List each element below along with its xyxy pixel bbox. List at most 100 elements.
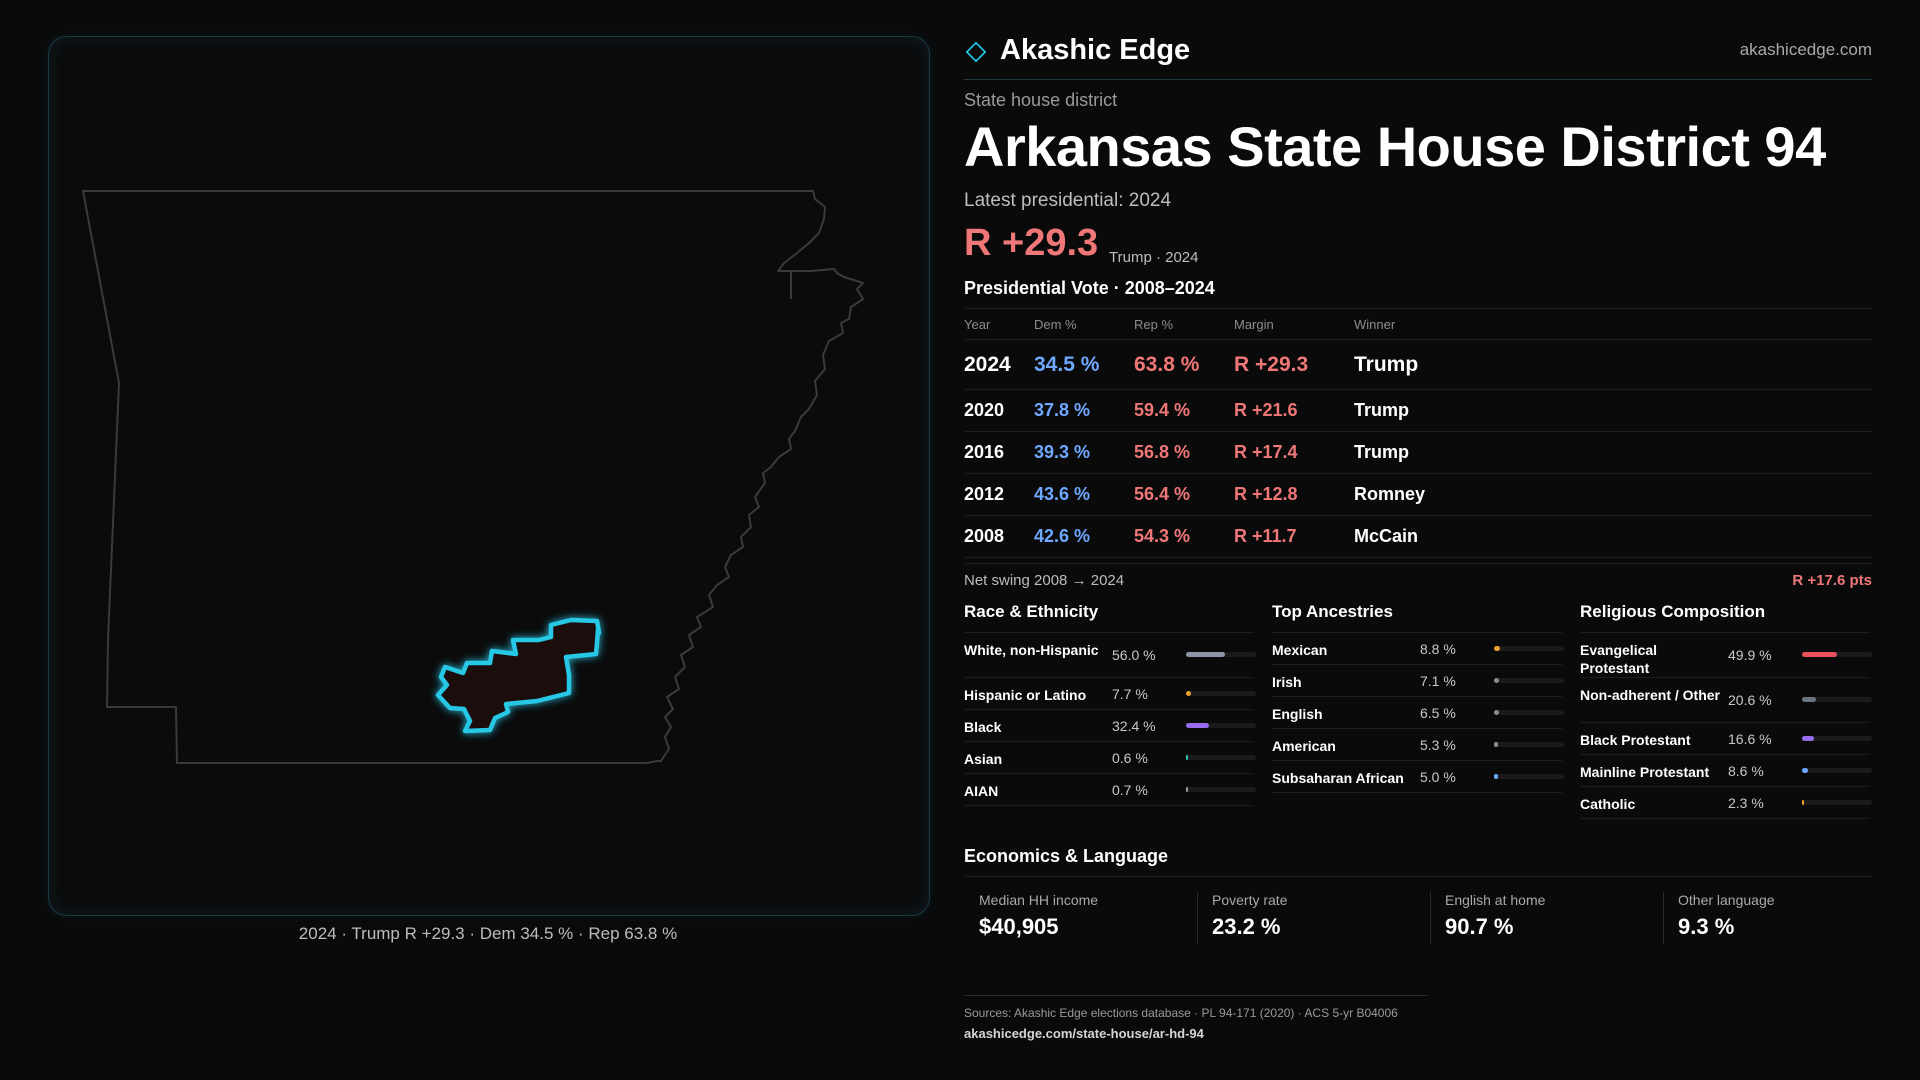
- item-bar: [1494, 678, 1564, 683]
- item-bar: [1802, 697, 1872, 702]
- item-label: Black: [964, 719, 1002, 735]
- row-year: 2008: [964, 515, 1034, 558]
- row-rep-pct: 59.4 %: [1134, 389, 1234, 432]
- row-winner: Trump: [1354, 339, 1872, 390]
- latest-margin-subtitle: Trump · 2024: [1109, 249, 1199, 266]
- item-bar-fill: [1802, 800, 1805, 805]
- item-label: Irish: [1272, 674, 1302, 690]
- ancestries-title: Top Ancestries: [1272, 602, 1562, 633]
- econ-stat-label: Poverty rate: [1212, 892, 1288, 908]
- item-bar: [1186, 723, 1256, 728]
- table-row: 2012 43.6 % 56.4 % R +12.8 Romney: [964, 473, 1872, 516]
- item-label: Subsaharan African: [1272, 770, 1404, 786]
- item-bar: [1186, 755, 1256, 760]
- table-row: 2024 34.5 % 63.8 % R +29.3 Trump: [964, 339, 1872, 390]
- latest-margin: R +29.3: [964, 222, 1099, 264]
- item-bar-fill: [1186, 787, 1189, 792]
- item-pct: 0.7 %: [1112, 782, 1148, 798]
- map-panel[interactable]: [48, 36, 930, 916]
- net-swing-label: Net swing 2008 → 2024: [964, 572, 1125, 589]
- row-margin: R +29.3: [1234, 339, 1354, 390]
- row-margin: R +11.7: [1234, 515, 1354, 558]
- item-label: Black Protestant: [1580, 732, 1691, 748]
- econ-stat-value: 90.7 %: [1445, 914, 1514, 939]
- item-label: English: [1272, 706, 1323, 722]
- row-margin: R +17.4: [1234, 431, 1354, 474]
- race-ethnicity-title: Race & Ethnicity: [964, 602, 1254, 633]
- district-94-outline[interactable]: [435, 617, 602, 734]
- item-pct: 56.0 %: [1112, 647, 1156, 663]
- econ-stat-label: Median HH income: [979, 892, 1099, 908]
- row-year: 2024: [964, 339, 1034, 390]
- econ-stat: Poverty rate 23.2 %: [1197, 892, 1407, 944]
- item-bar: [1802, 800, 1872, 805]
- sources-text: Sources: Akashic Edge elections database…: [964, 1006, 1398, 1020]
- econ-stat: Other language 9.3 %: [1663, 892, 1873, 944]
- row-dem-pct: 34.5 %: [1034, 339, 1134, 390]
- page-url-link[interactable]: akashicedge.com/state-house/ar-hd-94: [964, 1026, 1204, 1041]
- religion-section: Religious Composition Evangelical Protes…: [1580, 602, 1872, 819]
- list-item: White, non-Hispanic 56.0 %: [964, 633, 1256, 678]
- footer-divider: [964, 995, 1428, 996]
- row-dem-pct: 39.3 %: [1034, 431, 1134, 474]
- item-bar: [1494, 710, 1564, 715]
- item-label: American: [1272, 738, 1336, 754]
- row-margin: R +21.6: [1234, 389, 1354, 432]
- row-dem-pct: 42.6 %: [1034, 515, 1134, 558]
- item-label: Asian: [964, 751, 1003, 767]
- item-bar: [1802, 652, 1872, 657]
- row-rep-pct: 56.8 %: [1134, 431, 1234, 474]
- item-bar: [1494, 742, 1564, 747]
- item-bar-fill: [1186, 652, 1226, 657]
- brand-divider: [964, 79, 1872, 80]
- item-pct: 2.3 %: [1728, 795, 1764, 811]
- list-item: Mainline Protestant 8.6 %: [1580, 755, 1872, 787]
- item-label: White, non-Hispanic: [964, 642, 1099, 658]
- item-pct: 8.6 %: [1728, 763, 1764, 779]
- column-header-dem: Dem %: [1034, 308, 1134, 340]
- presidential-vote-table: Year Dem % Rep % Margin Winner 2024 34.5…: [964, 308, 1872, 558]
- item-pct: 32.4 %: [1112, 718, 1156, 734]
- item-pct: 8.8 %: [1420, 641, 1456, 657]
- item-bar-fill: [1494, 678, 1499, 683]
- row-dem-pct: 43.6 %: [1034, 473, 1134, 516]
- list-item: Non-adherent / Other 20.6 %: [1580, 678, 1872, 723]
- item-pct: 5.0 %: [1420, 769, 1456, 785]
- net-swing-value: R +17.6 pts: [1792, 572, 1872, 589]
- table-row: 2008 42.6 % 54.3 % R +11.7 McCain: [964, 515, 1872, 558]
- row-rep-pct: 56.4 %: [1134, 473, 1234, 516]
- list-item: Irish 7.1 %: [1272, 665, 1564, 697]
- item-bar-fill: [1494, 742, 1498, 747]
- econ-stat: English at home 90.7 %: [1430, 892, 1640, 944]
- item-bar-fill: [1802, 768, 1809, 773]
- swing-divider: [964, 563, 1872, 564]
- item-bar: [1802, 736, 1872, 741]
- item-bar: [1186, 691, 1256, 696]
- item-bar-fill: [1186, 723, 1209, 728]
- item-label: AIAN: [964, 783, 999, 799]
- list-item: American 5.3 %: [1272, 729, 1564, 761]
- item-bar-fill: [1186, 691, 1192, 696]
- list-item: Catholic 2.3 %: [1580, 787, 1872, 819]
- item-label: Mainline Protestant: [1580, 764, 1710, 780]
- list-item: Hispanic or Latino 7.7 %: [964, 678, 1256, 710]
- table-row: 2016 39.3 % 56.8 % R +17.4 Trump: [964, 431, 1872, 474]
- econ-divider: [1663, 892, 1664, 944]
- item-pct: 49.9 %: [1728, 647, 1772, 663]
- religion-title: Religious Composition: [1580, 602, 1870, 633]
- item-bar: [1186, 787, 1256, 792]
- district-type-label: State house district: [964, 90, 1118, 110]
- econ-stat-label: Other language: [1678, 892, 1775, 908]
- district-map[interactable]: [49, 37, 929, 915]
- item-pct: 7.7 %: [1112, 686, 1148, 702]
- diamond-outline-icon: [966, 42, 986, 62]
- item-pct: 0.6 %: [1112, 750, 1148, 766]
- item-pct: 5.3 %: [1420, 737, 1456, 753]
- item-bar-fill: [1494, 646, 1501, 651]
- item-label: Catholic: [1580, 796, 1636, 812]
- item-bar-fill: [1802, 736, 1814, 741]
- state-outline: [82, 190, 864, 764]
- row-winner: Trump: [1354, 431, 1872, 474]
- list-item: Evangelical Protestant 49.9 %: [1580, 633, 1872, 678]
- brand-site-link[interactable]: akashicedge.com: [1739, 40, 1872, 59]
